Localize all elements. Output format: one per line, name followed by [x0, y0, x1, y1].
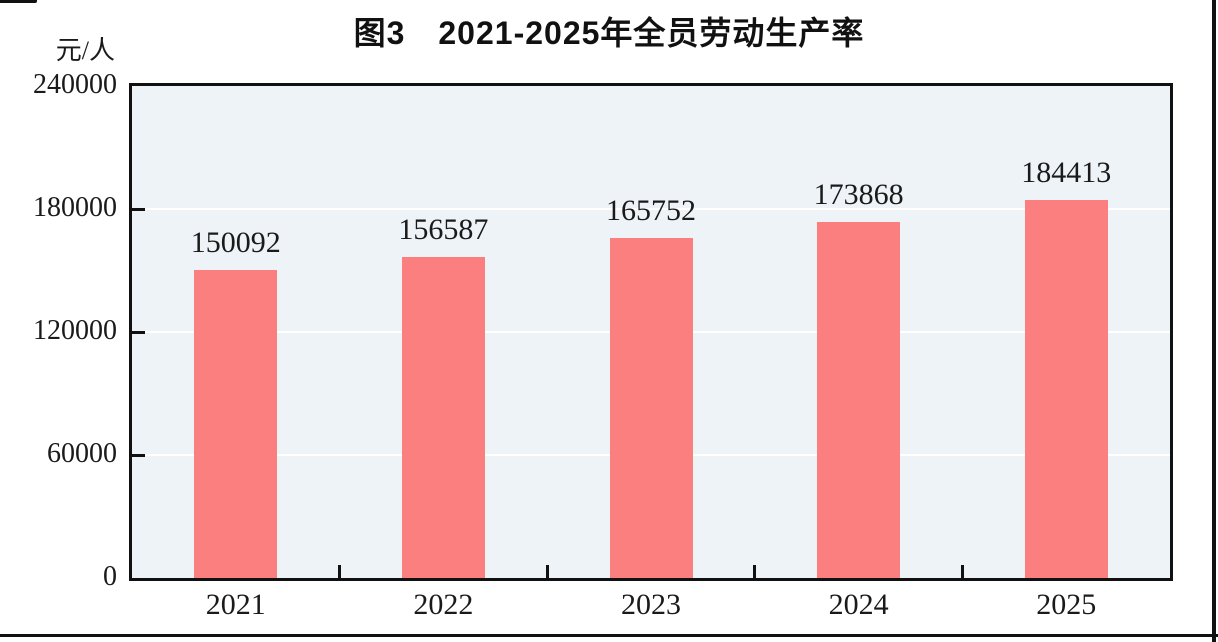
x-tick-mark-1	[338, 565, 342, 578]
y-axis-tick-label-240000: 240000	[33, 69, 117, 100]
x-axis-tick-label-2023: 2023	[621, 588, 681, 621]
page-border-top-fragment	[0, 0, 37, 3]
y-tick-mark-60000	[132, 453, 145, 457]
bar-value-label-2023: 165752	[606, 194, 696, 228]
plot-area: 150092 156587 165752 173868 184413	[129, 83, 1173, 581]
bar-2023	[609, 238, 693, 578]
bar-value-label-2022: 156587	[398, 213, 489, 246]
chart-title: 图3 2021-2025年全员劳动生产率	[353, 15, 865, 51]
x-axis-tick-label-2025: 2025	[1036, 588, 1097, 621]
bar-value-label-2025: 184413	[1021, 155, 1112, 189]
y-axis-tick-label-120000: 120000	[33, 315, 117, 346]
page-border-bottom	[0, 634, 1218, 637]
y-axis-tick-label-180000: 180000	[33, 192, 117, 223]
gridline-180000	[132, 208, 1170, 210]
bar-value-label-2021: 150092	[190, 226, 281, 260]
y-tick-mark-180000	[132, 207, 145, 211]
page-border-right	[1212, 0, 1216, 642]
bar-2021	[194, 270, 278, 578]
y-axis-unit-label: 元/人	[55, 36, 115, 65]
y-axis-tick-label-60000: 60000	[47, 438, 117, 469]
x-tick-mark-3	[753, 565, 757, 578]
bar-2025	[1024, 199, 1108, 578]
x-tick-mark-4	[960, 565, 964, 578]
y-tick-mark-120000	[132, 330, 145, 334]
x-tick-mark-2	[545, 565, 549, 578]
bar-2022	[401, 257, 485, 578]
x-axis-tick-label-2024: 2024	[828, 588, 889, 621]
x-axis-tick-label-2022: 2022	[413, 588, 474, 621]
bar-value-label-2024: 173868	[813, 177, 904, 211]
y-axis-tick-label-0: 0	[103, 561, 117, 592]
bar-2024	[817, 221, 901, 578]
x-axis-tick-label-2021: 2021	[205, 588, 266, 621]
